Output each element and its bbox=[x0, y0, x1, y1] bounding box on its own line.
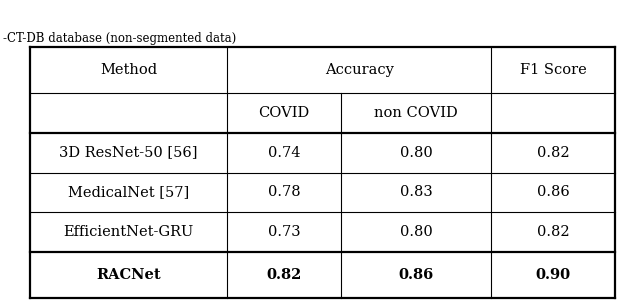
Text: 0.83: 0.83 bbox=[400, 185, 433, 200]
Text: F1 Score: F1 Score bbox=[520, 63, 586, 77]
Text: RACNet: RACNet bbox=[96, 268, 161, 282]
Text: Accuracy: Accuracy bbox=[325, 63, 394, 77]
Text: MedicalNet [57]: MedicalNet [57] bbox=[68, 185, 189, 200]
Text: 0.74: 0.74 bbox=[268, 146, 300, 160]
Text: Method: Method bbox=[100, 63, 157, 77]
Text: COVID: COVID bbox=[259, 106, 310, 119]
Text: 0.82: 0.82 bbox=[266, 268, 301, 282]
Text: 0.86: 0.86 bbox=[399, 268, 434, 282]
Text: 3D ResNet-50 [56]: 3D ResNet-50 [56] bbox=[60, 146, 198, 160]
Text: non COVID: non COVID bbox=[374, 106, 458, 119]
Text: 0.82: 0.82 bbox=[537, 146, 570, 160]
Text: EfficientNet-GRU: EfficientNet-GRU bbox=[63, 225, 194, 239]
Text: 0.82: 0.82 bbox=[537, 225, 570, 239]
Text: 0.90: 0.90 bbox=[536, 268, 571, 282]
Text: 0.73: 0.73 bbox=[268, 225, 300, 239]
Text: 0.86: 0.86 bbox=[537, 185, 570, 200]
Text: 0.78: 0.78 bbox=[268, 185, 300, 200]
Text: -CT-DB database (non-segmented data): -CT-DB database (non-segmented data) bbox=[3, 32, 236, 45]
Text: 0.80: 0.80 bbox=[400, 146, 433, 160]
Text: 0.80: 0.80 bbox=[400, 225, 433, 239]
